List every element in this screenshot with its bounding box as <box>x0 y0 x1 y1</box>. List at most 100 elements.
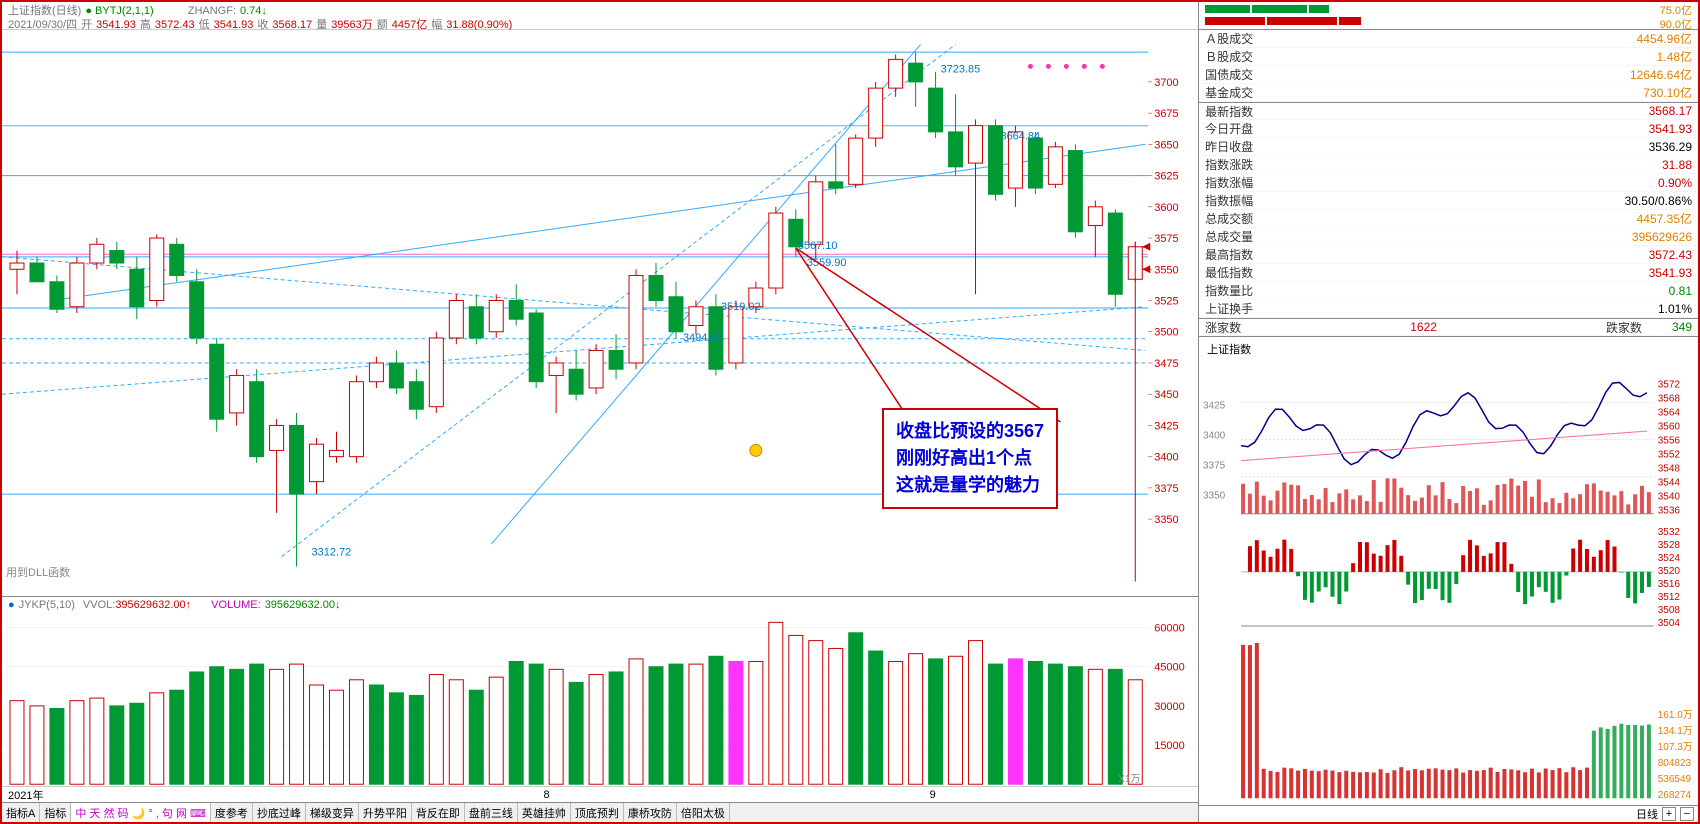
svg-text:3450: 3450 <box>1154 389 1178 401</box>
volume-chart[interactable]: 15000 30000 45000 60000 X1万 <box>2 613 1198 786</box>
dll-note: 用到DLL函数 <box>6 564 70 580</box>
indicator-name: ● BYTJ(2,1,1) <box>85 4 153 18</box>
stat-row: 上证换手1.01% <box>1199 300 1698 318</box>
svg-text:60000: 60000 <box>1154 623 1185 635</box>
stats-table: Ａ股成交4454.96亿Ｂ股成交1.48亿国债成交12646.64亿基金成交73… <box>1199 29 1698 318</box>
svg-text:3568: 3568 <box>1658 394 1681 405</box>
stats-bars: 75.0亿 90.0亿 <box>1199 2 1698 29</box>
svg-text:107.3万: 107.3万 <box>1658 742 1693 753</box>
stats-advancers-decliners: 涨家数 1622 跌家数 349 <box>1199 318 1698 336</box>
tab-13[interactable]: 倍阳太极 <box>677 803 730 822</box>
svg-text:3650: 3650 <box>1154 139 1178 151</box>
stat-row: 今日开盘3541.93 <box>1199 120 1698 138</box>
tab-indicator[interactable]: 指标 <box>40 803 71 822</box>
zoom-out-button[interactable]: − <box>1680 807 1694 821</box>
svg-text:30000: 30000 <box>1154 701 1185 713</box>
svg-text:804823: 804823 <box>1658 758 1692 769</box>
svg-text:3560: 3560 <box>1658 422 1681 433</box>
svg-text:3700: 3700 <box>1154 77 1178 89</box>
svg-text:3512: 3512 <box>1658 592 1681 603</box>
svg-text:3524: 3524 <box>1658 553 1681 564</box>
tab-10[interactable]: 英雄挂帅 <box>518 803 571 822</box>
mini-chart[interactable]: 上证指数 33503375340034253536354035443548355… <box>1199 336 1698 805</box>
volume-header: ● JYKP(5,10) VVOL: 395629632.00↑ VOLUME:… <box>2 597 1198 613</box>
tab-custom[interactable]: 中 天 然 码 🌙 ° , 句 网 ⌨ <box>71 803 211 822</box>
stat-row: 总成交量395629626 <box>1199 228 1698 246</box>
svg-text:3625: 3625 <box>1154 171 1178 183</box>
svg-text:3556: 3556 <box>1658 436 1681 447</box>
svg-text:3664.84: 3664.84 <box>1000 130 1040 142</box>
svg-text:3564: 3564 <box>1658 408 1681 419</box>
svg-text:3540: 3540 <box>1658 492 1681 503</box>
candlestick-chart[interactable]: 3350 3375 3400 3425 3450 3475 3500 3525 3550 3575… <box>2 30 1198 596</box>
svg-text:3600: 3600 <box>1154 202 1178 214</box>
stat-row: 最新指数3568.17 <box>1199 102 1698 120</box>
timeframe-label: 日线 <box>1636 806 1658 822</box>
svg-text:3500: 3500 <box>1154 327 1178 339</box>
tab-11[interactable]: 顶底预判 <box>571 803 624 822</box>
svg-text:3475: 3475 <box>1154 358 1178 370</box>
tab-4[interactable]: 度参考 <box>211 803 253 822</box>
annotation-callout: 收盘比预设的3567 刚刚好高出1个点 这就是量学的魅力 <box>882 408 1058 509</box>
svg-text:3552: 3552 <box>1658 450 1681 461</box>
zoom-in-button[interactable]: + <box>1662 807 1676 821</box>
svg-text:3572: 3572 <box>1658 380 1681 391</box>
svg-text:3400: 3400 <box>1203 431 1226 442</box>
stat-row: 基金成交730.10亿 <box>1199 84 1698 102</box>
svg-text:268274: 268274 <box>1658 790 1692 801</box>
tab-9[interactable]: 盘前三线 <box>465 803 518 822</box>
tab-indicator-a[interactable]: 指标A <box>2 803 40 822</box>
svg-text:3516: 3516 <box>1658 579 1681 590</box>
stat-row: 最高指数3572.43 <box>1199 246 1698 264</box>
svg-text:3494.42: 3494.42 <box>683 332 723 344</box>
svg-text:15000: 15000 <box>1154 740 1185 752</box>
svg-text:3508: 3508 <box>1658 605 1681 616</box>
svg-text:161.0万: 161.0万 <box>1658 710 1693 721</box>
svg-text:3575: 3575 <box>1154 233 1178 245</box>
svg-text:3550: 3550 <box>1154 264 1178 276</box>
stat-row: Ｂ股成交1.48亿 <box>1199 48 1698 66</box>
svg-text:3375: 3375 <box>1154 483 1178 495</box>
stat-row: 昨日收盘3536.29 <box>1199 138 1698 156</box>
svg-text:3375: 3375 <box>1203 461 1226 472</box>
svg-text:X1万: X1万 <box>1118 775 1140 786</box>
svg-text:3400: 3400 <box>1154 452 1178 464</box>
tab-7[interactable]: 升势平阳 <box>359 803 412 822</box>
svg-text:3425: 3425 <box>1154 420 1178 432</box>
stat-row: Ａ股成交4454.96亿 <box>1199 30 1698 48</box>
svg-text:45000: 45000 <box>1154 662 1185 674</box>
tab-8[interactable]: 背反在即 <box>412 803 465 822</box>
chart-header: 上证指数(日线) ● BYTJ(2,1,1) ZHANGF: 0.74↓ 202… <box>2 2 1198 30</box>
svg-text:3567.10: 3567.10 <box>798 240 838 252</box>
svg-text:536549: 536549 <box>1658 774 1692 785</box>
stat-row: 总成交额4457.35亿 <box>1199 210 1698 228</box>
stat-row: 国债成交12646.64亿 <box>1199 66 1698 84</box>
stat-row: 指数涨幅0.90% <box>1199 174 1698 192</box>
svg-text:3350: 3350 <box>1203 491 1226 502</box>
svg-text:3723.85: 3723.85 <box>941 63 981 75</box>
svg-text:3425: 3425 <box>1203 401 1226 412</box>
svg-text:3544: 3544 <box>1658 478 1681 489</box>
stat-row: 指数涨跌31.88 <box>1199 156 1698 174</box>
svg-text:3519.02: 3519.02 <box>721 301 761 313</box>
stat-row: 指数振幅30.50/0.86% <box>1199 192 1698 210</box>
svg-text:3504: 3504 <box>1658 618 1681 629</box>
svg-text:3312.72: 3312.72 <box>312 547 352 559</box>
svg-text:3548: 3548 <box>1658 464 1681 475</box>
time-axis: 2021年 8 9 <box>2 786 1198 802</box>
svg-text:3520: 3520 <box>1658 566 1681 577</box>
svg-text:134.1万: 134.1万 <box>1658 726 1693 737</box>
tab-12[interactable]: 康桥攻防 <box>624 803 677 822</box>
tab-5[interactable]: 抄底过峰 <box>253 803 306 822</box>
chart-title: 上证指数(日线) <box>8 4 81 18</box>
svg-text:3675: 3675 <box>1154 108 1178 120</box>
indicator-tabs: 指标A 指标 中 天 然 码 🌙 ° , 句 网 ⌨ 度参考 抄底过峰 梯级变异… <box>2 802 1198 822</box>
stat-row: 最低指数3541.93 <box>1199 264 1698 282</box>
svg-text:3536: 3536 <box>1658 506 1681 517</box>
tab-6[interactable]: 梯级变异 <box>306 803 359 822</box>
svg-text:3532: 3532 <box>1658 527 1681 538</box>
svg-text:3350: 3350 <box>1154 514 1178 526</box>
svg-text:3525: 3525 <box>1154 296 1178 308</box>
stat-row: 指数量比0.81 <box>1199 282 1698 300</box>
svg-text:3528: 3528 <box>1658 540 1681 551</box>
